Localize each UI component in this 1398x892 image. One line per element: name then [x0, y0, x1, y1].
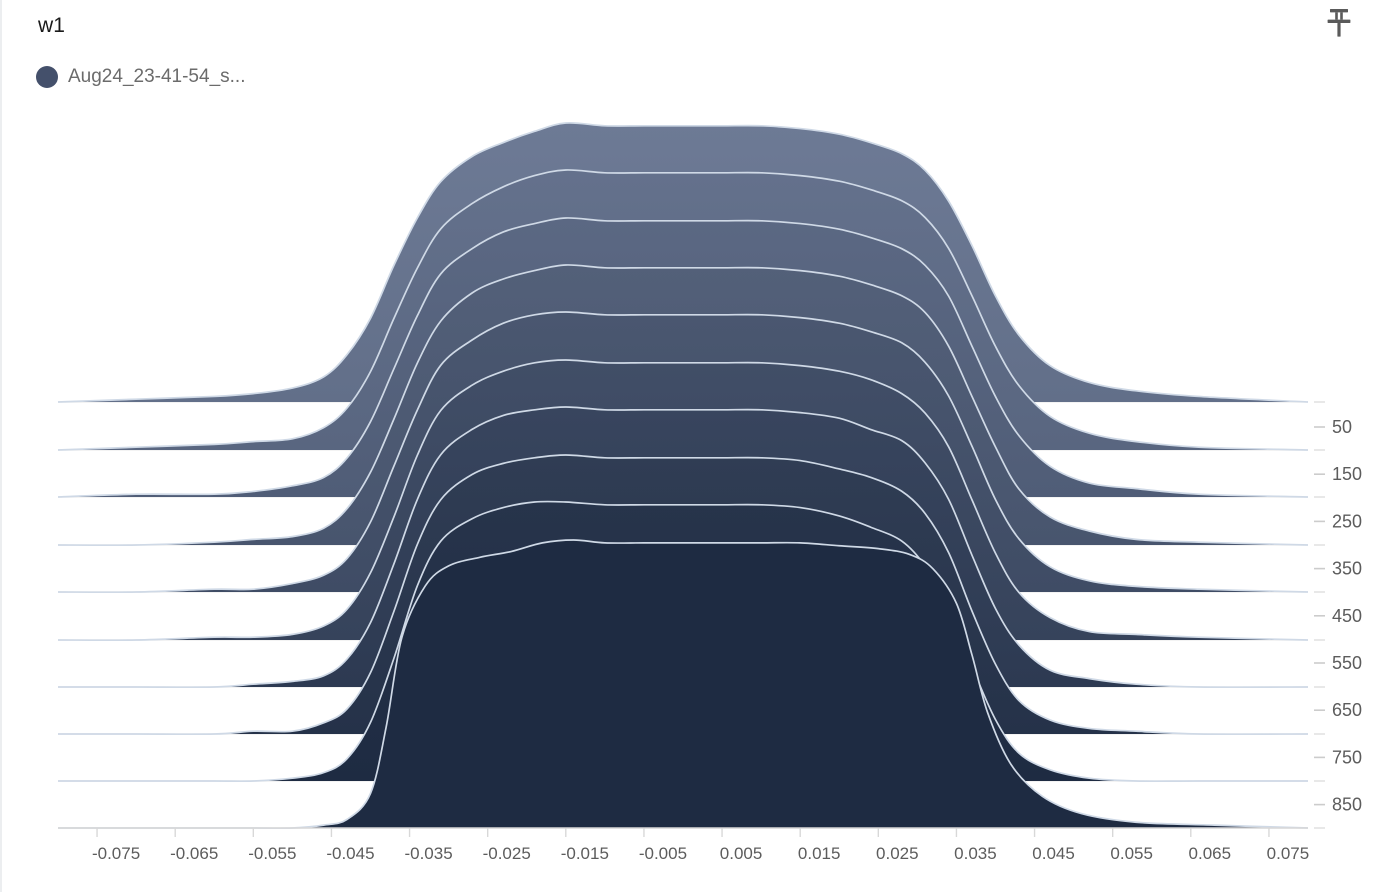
ridge-area: [58, 217, 1308, 498]
ridge-area: [58, 540, 1308, 829]
page-title: w1: [38, 14, 66, 37]
x-axis-tick-label: 0.015: [798, 844, 841, 863]
ridge-area: [58, 407, 1308, 688]
x-axis-tick-label: -0.005: [639, 844, 687, 863]
x-axis-tick-label: 0.005: [720, 844, 763, 863]
x-axis-tick-label: -0.075: [92, 844, 140, 863]
x-axis-tick-label: -0.045: [326, 844, 374, 863]
x-axis-tick-label: -0.035: [404, 844, 452, 863]
x-axis-tick-label: -0.025: [483, 844, 531, 863]
ridge-area: [58, 169, 1308, 451]
ridge-area: [58, 312, 1308, 593]
x-axis-tick-label: 0.025: [876, 844, 919, 863]
x-axis-tick-label: 0.035: [954, 844, 997, 863]
legend-item-label[interactable]: Aug24_23-41-54_s...: [68, 66, 246, 87]
legend-dot-icon: [36, 66, 58, 88]
y-axis-tick-label: 50: [1332, 417, 1352, 437]
x-axis-tick-label: 0.045: [1032, 844, 1075, 863]
x-axis-tick-label: -0.015: [561, 844, 609, 863]
x-axis-tick-label: -0.055: [248, 844, 296, 863]
ridge-line: [57, 169, 1309, 451]
y-axis-tick-label: 350: [1332, 559, 1362, 579]
ridge-line: [57, 311, 1309, 594]
ridge-area: [58, 455, 1308, 735]
y-axis-tick-label: 450: [1332, 606, 1362, 626]
ridge-line: [57, 264, 1309, 547]
y-axis-tick-label: 650: [1332, 700, 1362, 720]
ridge-line: [58, 454, 1309, 736]
pushpin-icon[interactable]: [1322, 6, 1356, 40]
x-axis-tick-label: 0.075: [1267, 844, 1310, 863]
y-axis-tick-label: 750: [1332, 747, 1362, 767]
ridge-line: [57, 217, 1309, 498]
ridge-area: [58, 360, 1308, 641]
ridge-line: [58, 406, 1309, 689]
y-axis-tick-label: 550: [1332, 653, 1362, 673]
ridge-line: [58, 500, 1308, 783]
ridge-area: [58, 264, 1308, 546]
chart-legend: Aug24_23-41-54_s...: [36, 66, 245, 88]
y-axis-tick-label: 250: [1332, 511, 1362, 531]
x-axis-tick-label: -0.065: [170, 844, 218, 863]
ridge-line: [57, 121, 1309, 403]
y-axis-tick-label: 850: [1332, 795, 1362, 815]
ridge-area: [58, 122, 1308, 403]
ridge-area: [58, 501, 1308, 782]
ridge-line: [57, 359, 1309, 642]
x-axis-tick-label: 0.065: [1189, 844, 1232, 863]
ridge-line: [57, 539, 1309, 830]
x-axis-tick-label: 0.055: [1110, 844, 1153, 863]
y-axis-tick-label: 150: [1332, 464, 1362, 484]
